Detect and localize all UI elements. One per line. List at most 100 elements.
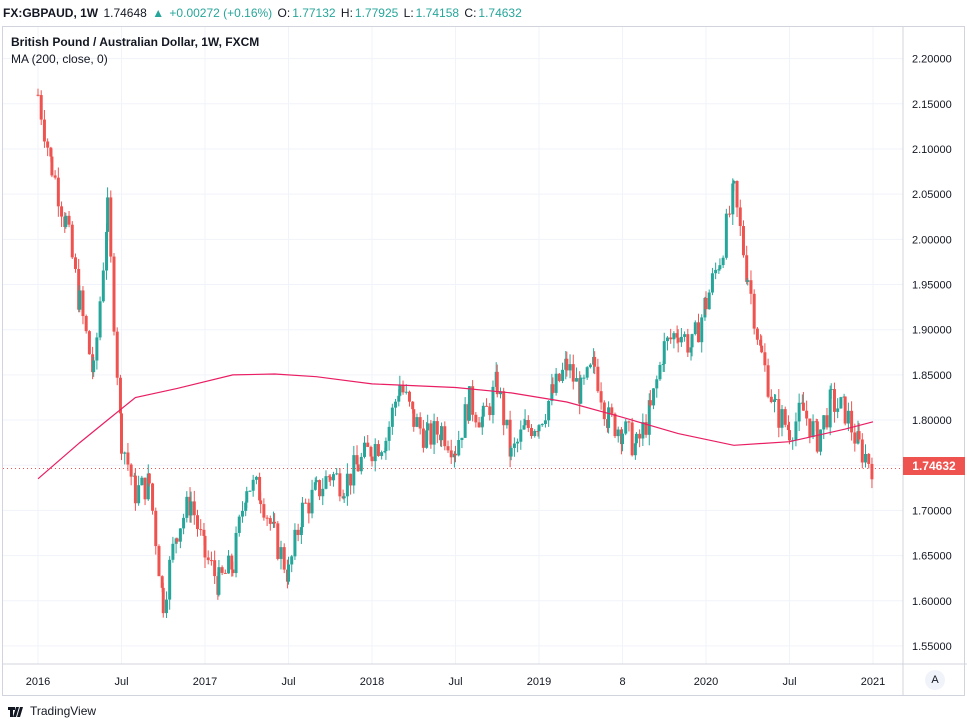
candle-body (780, 409, 784, 428)
y-tick-label: 2.05000 (912, 189, 952, 201)
chart-title: British Pound / Australian Dollar, 1W, F… (11, 35, 260, 49)
candle-body (118, 377, 122, 414)
candle-body (39, 95, 43, 120)
candle-body (724, 213, 728, 258)
candle-body (467, 386, 471, 421)
candle-body (248, 490, 252, 492)
candle-body (825, 415, 829, 428)
candle-body (92, 360, 96, 373)
candle-body (120, 413, 123, 454)
candle-body (324, 476, 328, 489)
candle-body (387, 426, 391, 441)
candle-body (718, 265, 722, 270)
tradingview-logo-icon (8, 706, 23, 717)
x-tick-label: Jul (114, 676, 128, 688)
candle-body (633, 443, 637, 456)
symbol-label[interactable]: FX:GBPAUD, 1W (3, 6, 99, 20)
candle-body (658, 364, 662, 380)
chart-header: FX:GBPAUD, 1W 1.74648 ▲ +0.00272 (+0.16%… (0, 0, 967, 26)
candle-body (304, 502, 308, 504)
candle-body (491, 386, 495, 416)
tradingview-footer[interactable]: TradingView (8, 704, 96, 719)
candle-body (533, 430, 537, 437)
y-tick-label: 1.65000 (912, 551, 952, 563)
candle-body (786, 424, 790, 431)
candle-body (530, 427, 534, 437)
candle-body (192, 501, 196, 516)
candle-body (415, 417, 419, 427)
candle-body (675, 333, 679, 338)
candle-body (220, 567, 224, 573)
candle-body (81, 290, 85, 317)
candle-body (644, 422, 648, 435)
indicator-legend[interactable]: MA (200, close, 0) (11, 52, 108, 66)
candle-body (244, 502, 248, 511)
candle-body (732, 181, 736, 184)
candle-body (175, 538, 179, 542)
candle-body (77, 268, 81, 310)
candle-body (805, 410, 809, 419)
auto-scale-button[interactable]: A (925, 670, 945, 690)
candle-body (571, 364, 575, 382)
candle-body (697, 322, 701, 343)
candle-body (60, 206, 64, 217)
candle-body (213, 560, 217, 577)
candle-body (421, 428, 425, 448)
candle-body (599, 391, 603, 403)
candle-body (676, 337, 680, 343)
candle-body (463, 404, 467, 438)
candle-body (67, 215, 71, 225)
candle-body (276, 523, 280, 559)
candle-body (115, 331, 119, 378)
close-value: 1.74632 (478, 6, 522, 20)
y-tick-label: 1.85000 (912, 370, 952, 382)
candle-body (240, 510, 244, 517)
candle-body (418, 417, 422, 429)
candle-body (230, 555, 234, 570)
candle-body (449, 450, 453, 458)
candle-body (196, 515, 200, 530)
candle-body (112, 256, 116, 332)
candle-body (345, 473, 349, 497)
candle-body (672, 333, 676, 340)
candle-body (369, 446, 373, 457)
candle-body (331, 474, 335, 481)
candle-body (783, 409, 787, 425)
candle-body (390, 407, 394, 427)
candle-body (829, 389, 833, 391)
candle-body (853, 432, 857, 444)
candle-body (49, 147, 53, 157)
candle-body (383, 451, 387, 453)
low-label: L: (403, 6, 414, 20)
candle-body (109, 197, 113, 257)
candle-body (763, 352, 767, 366)
candle-body (728, 213, 732, 215)
candle-body (426, 423, 430, 431)
candle-body (129, 464, 133, 477)
candle-body (652, 388, 656, 406)
candle-body (342, 496, 346, 499)
x-tick-label: Jul (281, 676, 295, 688)
candle-body (686, 334, 690, 353)
candle-body (760, 345, 764, 353)
candle-body (801, 402, 805, 411)
candle-body (561, 369, 565, 381)
candle-body (774, 399, 778, 401)
candle-body (171, 543, 175, 560)
candle-body (258, 476, 262, 501)
candle-body (693, 322, 697, 335)
candle-body (731, 183, 735, 215)
candle-body (46, 141, 50, 148)
chart-frame[interactable] (2, 26, 965, 696)
y-tick-label: 1.95000 (912, 280, 952, 292)
candle-body (749, 280, 753, 294)
candle-body (641, 422, 645, 439)
candle-body (147, 473, 151, 484)
candle-body (123, 452, 127, 454)
candle-body (101, 270, 105, 302)
change-value: +0.00272 (+0.16%) (169, 6, 273, 20)
candle-body (822, 415, 826, 430)
candle-body (777, 399, 781, 428)
x-tick-label: Jul (448, 676, 462, 688)
